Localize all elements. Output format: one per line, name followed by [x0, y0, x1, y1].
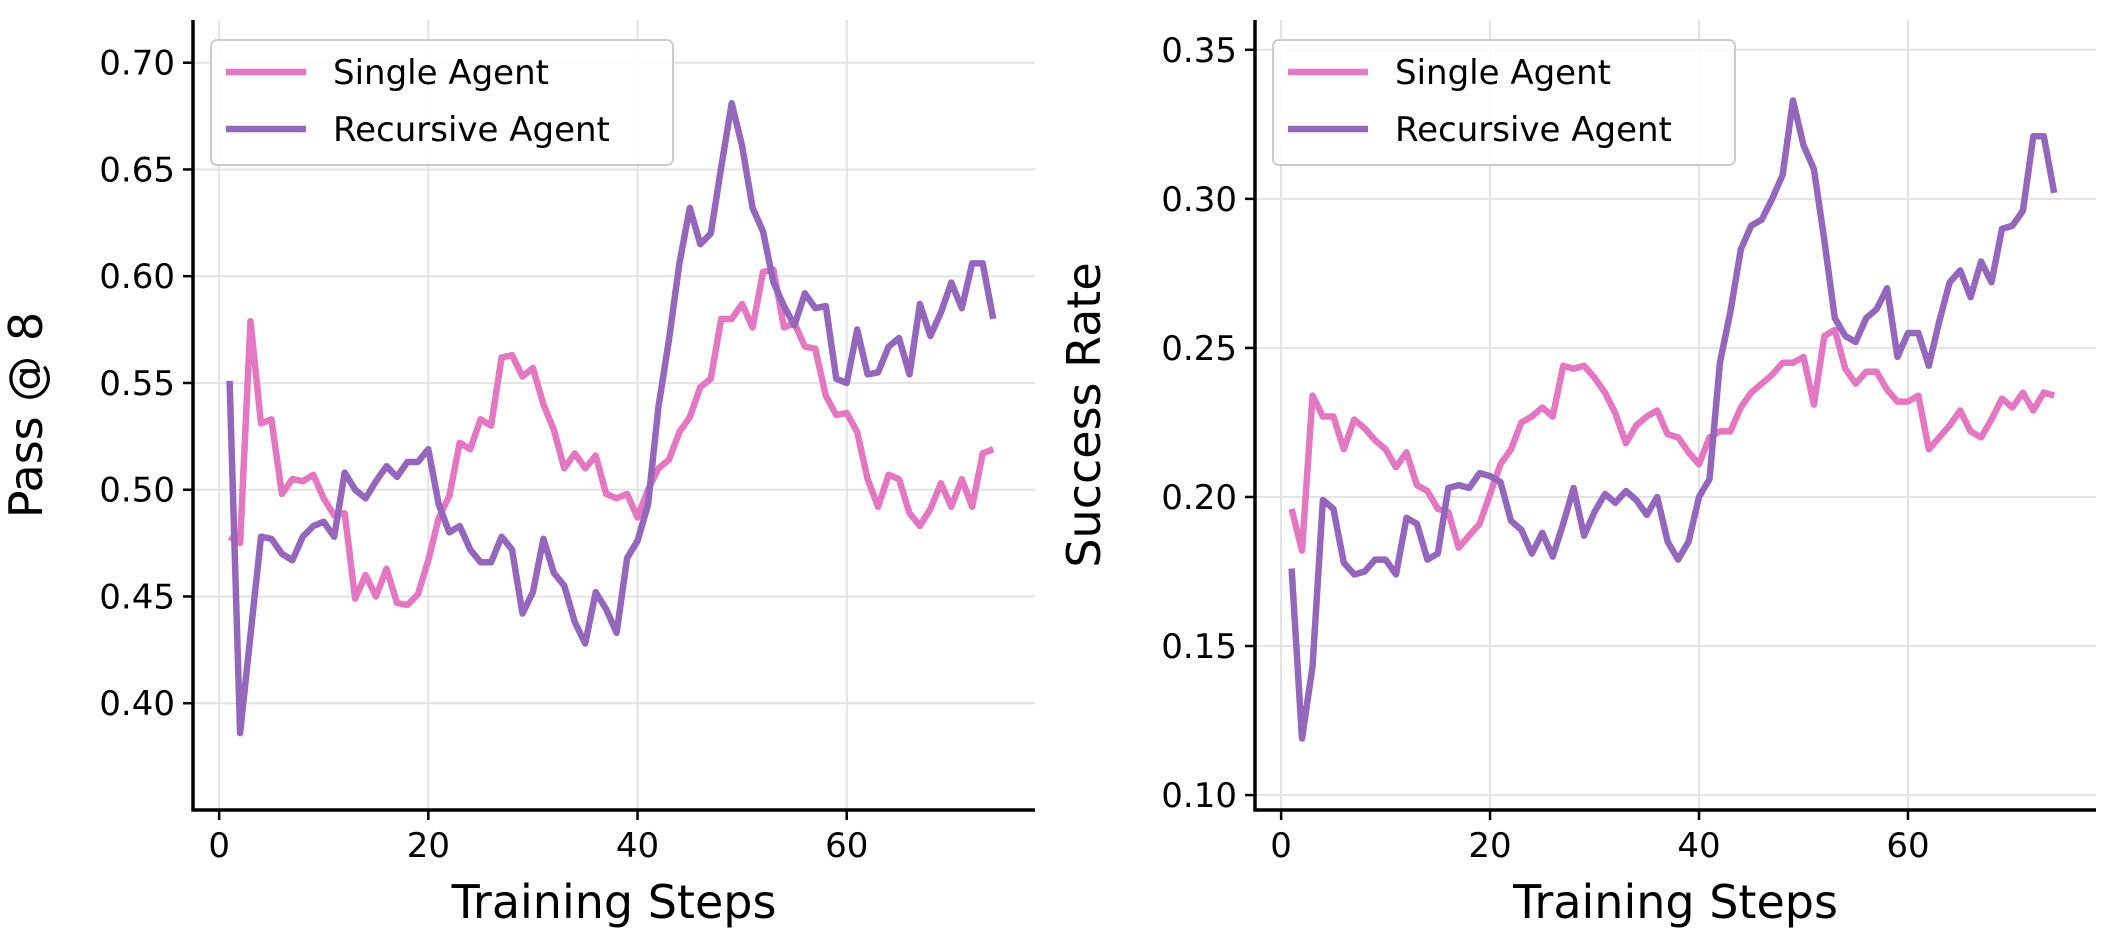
x-tick-label: 40 — [1677, 826, 1720, 866]
y-tick-label: 0.50 — [99, 471, 175, 511]
legend-box — [210, 39, 674, 166]
success-rate-chart: 0 20 40 60 0.10 0.15 0.20 0.25 0.30 0.35 Training … — [1057, 20, 2096, 929]
x-axis-title: Training Steps — [451, 875, 777, 929]
y-tick-label: 0.60 — [99, 257, 175, 297]
x-tick-label: 60 — [825, 826, 868, 866]
x-tick-label: 40 — [616, 826, 659, 866]
y-tick-label: 0.70 — [99, 44, 175, 84]
legend: Single Agent Recursive Agent — [1272, 39, 1736, 166]
series-line-single-agent — [227, 266, 995, 609]
series-line-single-agent — [1288, 326, 2056, 554]
y-tick-label: 0.65 — [99, 150, 175, 190]
legend-label: Recursive Agent — [1395, 110, 1672, 150]
x-tick-label: 0 — [1270, 826, 1292, 866]
legend-label: Single Agent — [333, 53, 549, 93]
y-tick-label: 0.30 — [1161, 180, 1237, 220]
series-line-recursive-agent — [1288, 97, 2058, 742]
y-tick-label: 0.35 — [1161, 31, 1237, 71]
y-tick-label: 0.45 — [99, 577, 175, 617]
y-axis-title: Success Rate — [1057, 262, 1111, 567]
legend-label: Recursive Agent — [333, 110, 610, 150]
series-line-recursive-agent — [226, 100, 997, 737]
legend-label: Single Agent — [1395, 53, 1611, 93]
x-tick-label: 0 — [208, 826, 230, 866]
x-tick-label: 60 — [1886, 826, 1929, 866]
y-tick-label: 0.55 — [99, 364, 175, 404]
y-tick-label: 0.10 — [1161, 776, 1237, 816]
y-tick-label: 0.25 — [1161, 329, 1237, 369]
y-tick-label: 0.15 — [1161, 627, 1237, 667]
x-tick-label: 20 — [1468, 826, 1511, 866]
x-axis-title: Training Steps — [1512, 875, 1838, 929]
y-tick-label: 0.20 — [1161, 478, 1237, 518]
y-axis-title: Pass @ 8 — [0, 312, 53, 518]
legend-box — [1272, 39, 1736, 166]
pass-at-8-chart: 0 20 40 60 0.40 0.45 0.50 0.55 0.60 0.65 0.70 Train… — [0, 20, 1035, 929]
y-tick-label: 0.40 — [99, 684, 175, 724]
legend: Single Agent Recursive Agent — [210, 39, 674, 166]
x-tick-label: 20 — [407, 826, 450, 866]
